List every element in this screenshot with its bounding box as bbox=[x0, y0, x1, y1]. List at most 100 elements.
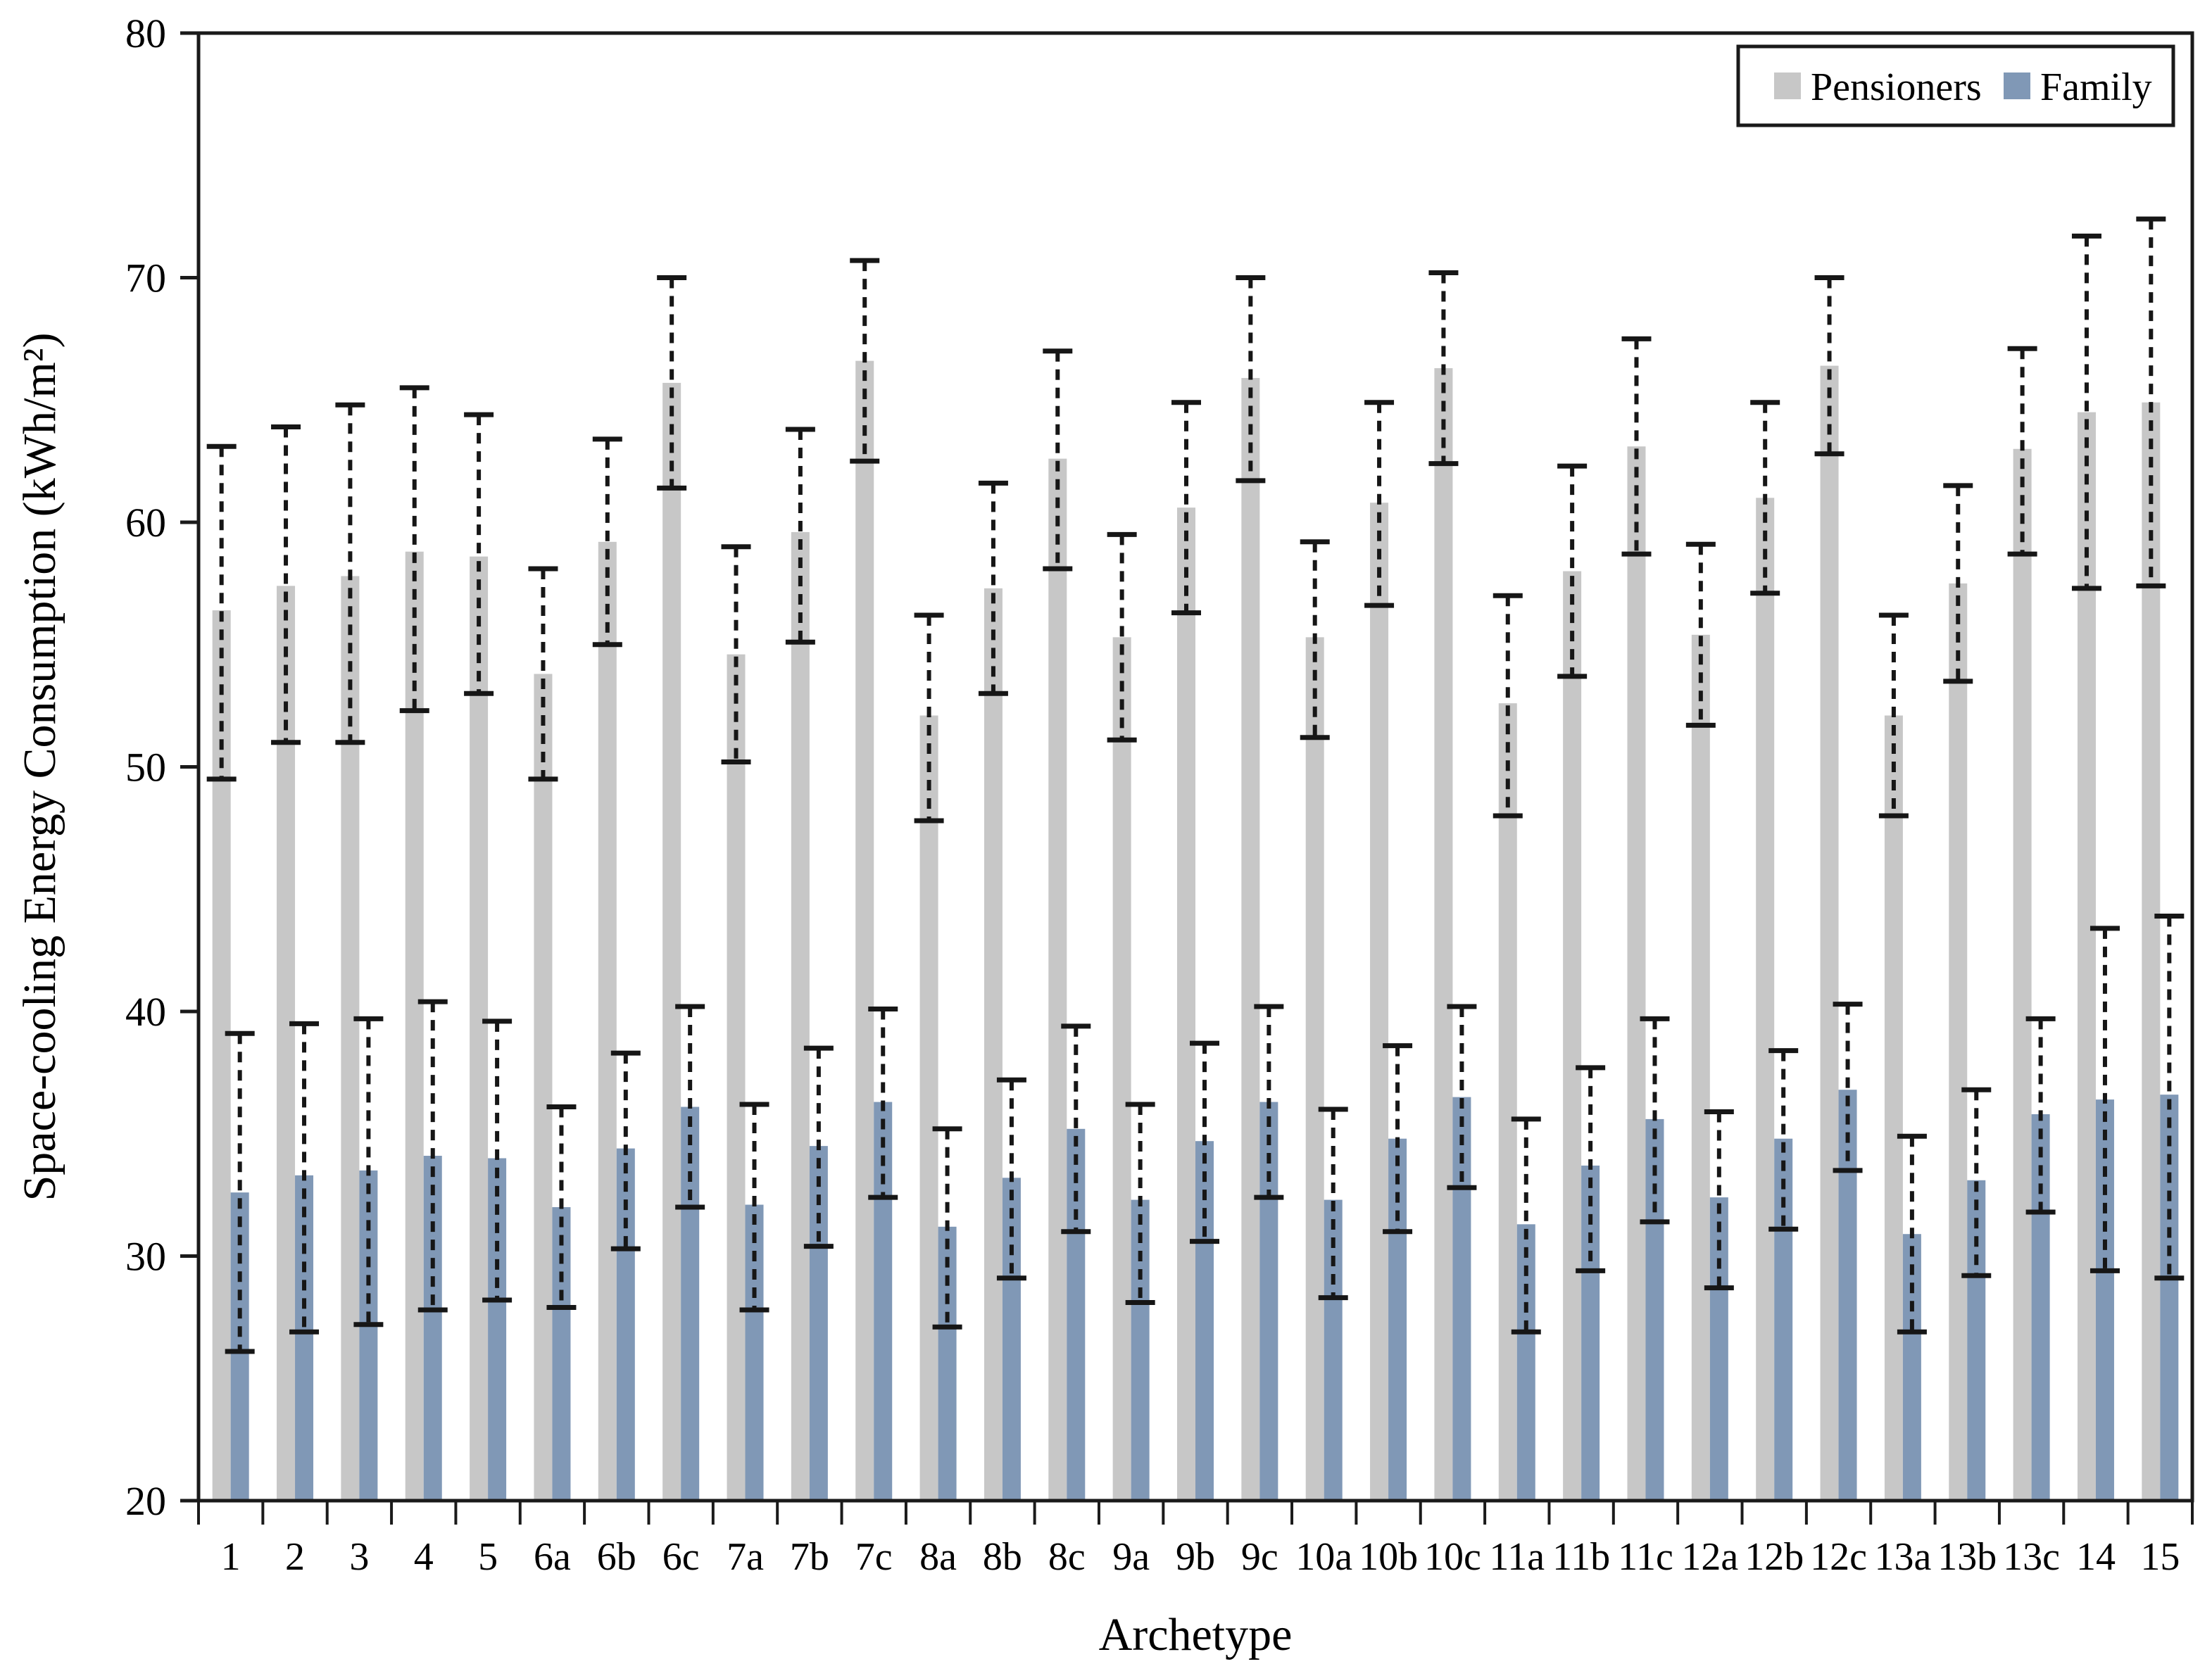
bar-pensioners-8b bbox=[984, 588, 1003, 1501]
bar-pensioners-11b bbox=[1563, 571, 1582, 1501]
errorbar-family-11c bbox=[1640, 1016, 1670, 1225]
errorbar-pensioners-12a bbox=[1685, 541, 1716, 728]
x-tick-label-14: 14 bbox=[2076, 1535, 2116, 1579]
errorbar-family-10c bbox=[1447, 1004, 1477, 1190]
bar-pensioners-10b bbox=[1370, 503, 1389, 1501]
errorbar-family-2 bbox=[289, 1021, 320, 1335]
errorbar-family-3 bbox=[353, 1016, 384, 1328]
bar-pensioners-8a bbox=[919, 715, 938, 1501]
bar-pensioners-6b bbox=[598, 541, 617, 1501]
errorbar-family-9b bbox=[1190, 1040, 1219, 1244]
bar-pensioners-5 bbox=[470, 556, 489, 1501]
errorbar-family-6b bbox=[610, 1050, 641, 1251]
legend-swatch-pensioners-icon bbox=[1774, 72, 1801, 99]
y-tick-label-40: 40 bbox=[125, 989, 166, 1035]
bar-pensioners-12c bbox=[1820, 365, 1839, 1501]
bar-family-13b bbox=[1967, 1180, 1986, 1501]
y-tick-label-70: 70 bbox=[125, 256, 166, 301]
bar-pensioners-13c bbox=[2013, 448, 2032, 1501]
x-tick-label-10c: 10c bbox=[1424, 1535, 1481, 1579]
errorbar-family-10a bbox=[1318, 1106, 1348, 1301]
errorbar-family-12c bbox=[1833, 1002, 1863, 1173]
errorbar-pensioners-11a bbox=[1493, 593, 1523, 819]
legend: Pensioners Family bbox=[1736, 44, 2175, 127]
bar-pensioners-12b bbox=[1756, 498, 1775, 1501]
legend-box bbox=[1736, 44, 2175, 127]
x-tick-label-9a: 9a bbox=[1112, 1535, 1150, 1579]
errorbar-pensioners-13c bbox=[2007, 346, 2037, 557]
errorbar-family-13a bbox=[1897, 1133, 1927, 1335]
x-tick-label-7b: 7b bbox=[790, 1535, 829, 1579]
errorbar-pensioners-6b bbox=[592, 436, 622, 648]
errorbar-family-13b bbox=[1961, 1087, 1992, 1278]
bar-family-11c bbox=[1645, 1118, 1664, 1501]
bar-pensioners-7a bbox=[727, 654, 746, 1501]
x-tick-label-5: 5 bbox=[478, 1535, 498, 1579]
errorbar-pensioners-10a bbox=[1300, 539, 1330, 740]
errorbar-family-8c bbox=[1061, 1023, 1091, 1235]
errorbar-pensioners-11b bbox=[1557, 463, 1588, 679]
x-tick-label-12c: 12c bbox=[1810, 1535, 1867, 1579]
errorbar-family-7a bbox=[739, 1102, 769, 1313]
bar-pensioners-13b bbox=[1949, 583, 1968, 1501]
bar-pensioners-6c bbox=[662, 382, 681, 1501]
errorbar-family-1 bbox=[225, 1030, 255, 1354]
bar-family-3 bbox=[359, 1170, 378, 1501]
errorbar-family-11a bbox=[1511, 1116, 1541, 1335]
errorbar-family-6a bbox=[546, 1104, 577, 1310]
errorbar-family-8b bbox=[996, 1077, 1026, 1281]
x-tick-label-8b: 8b bbox=[983, 1535, 1022, 1579]
bar-family-13a bbox=[1902, 1234, 1921, 1501]
bar-family-6c bbox=[681, 1106, 700, 1501]
errorbar-family-9a bbox=[1125, 1102, 1155, 1306]
bar-pensioners-9c bbox=[1241, 377, 1260, 1501]
bar-pensioners-14 bbox=[2077, 412, 2096, 1501]
x-tick-label-9b: 9b bbox=[1176, 1535, 1215, 1579]
x-tick-label-13b: 13b bbox=[1937, 1535, 1997, 1579]
errorbar-pensioners-8c bbox=[1043, 348, 1073, 572]
errorbar-family-8a bbox=[932, 1126, 962, 1330]
errorbar-pensioners-4 bbox=[399, 385, 429, 714]
errorbar-pensioners-8b bbox=[978, 480, 1008, 696]
x-tick-label-6c: 6c bbox=[662, 1535, 700, 1579]
errorbar-pensioners-6c bbox=[657, 275, 687, 491]
x-tick-label-13c: 13c bbox=[2003, 1535, 2060, 1579]
errorbar-pensioners-7a bbox=[721, 544, 751, 765]
x-tick-label-10a: 10a bbox=[1295, 1535, 1352, 1579]
bar-family-12b bbox=[1774, 1138, 1793, 1501]
y-tick-label-50: 50 bbox=[125, 745, 166, 790]
errorbar-pensioners-3 bbox=[335, 402, 365, 745]
x-tick-label-10b: 10b bbox=[1359, 1535, 1418, 1579]
x-axis-title: Archetype bbox=[1099, 1609, 1293, 1660]
bar-pensioners-12a bbox=[1691, 634, 1710, 1501]
bar-family-8c bbox=[1067, 1128, 1086, 1501]
errorbar-family-14 bbox=[2090, 926, 2120, 1273]
errorbar-pensioners-12c bbox=[1814, 275, 1845, 457]
x-tick-label-15: 15 bbox=[2140, 1535, 2180, 1579]
bar-pensioners-10c bbox=[1434, 368, 1453, 1501]
errorbar-pensioners-8a bbox=[914, 612, 944, 824]
bar-pensioners-3 bbox=[341, 576, 360, 1501]
errorbar-family-5 bbox=[482, 1019, 513, 1303]
y-axis-title: Space-cooling Energy Consumption (kWh/m²… bbox=[14, 333, 65, 1202]
x-tick-label-6b: 6b bbox=[597, 1535, 636, 1579]
bar-family-9c bbox=[1259, 1102, 1278, 1501]
legend-label-pensioners: Pensioners bbox=[1811, 65, 1982, 109]
errorbar-family-12a bbox=[1704, 1109, 1734, 1291]
legend-swatch-family-icon bbox=[2004, 72, 2030, 99]
bar-family-6a bbox=[552, 1207, 571, 1501]
errorbar-pensioners-9c bbox=[1236, 275, 1266, 484]
bar-pensioners-11a bbox=[1498, 703, 1517, 1501]
bar-pensioners-10a bbox=[1305, 637, 1324, 1501]
bar-family-2 bbox=[295, 1175, 314, 1501]
bar-family-8a bbox=[938, 1226, 957, 1501]
errorbar-pensioners-12b bbox=[1750, 400, 1780, 596]
bar-pensioners-9b bbox=[1177, 507, 1195, 1501]
errorbar-family-9c bbox=[1254, 1004, 1284, 1200]
bar-pensioners-13a bbox=[1884, 715, 1903, 1501]
y-tick-label-30: 30 bbox=[125, 1234, 166, 1280]
errorbar-family-7c bbox=[868, 1007, 898, 1200]
y-tick-label-60: 60 bbox=[125, 500, 166, 546]
